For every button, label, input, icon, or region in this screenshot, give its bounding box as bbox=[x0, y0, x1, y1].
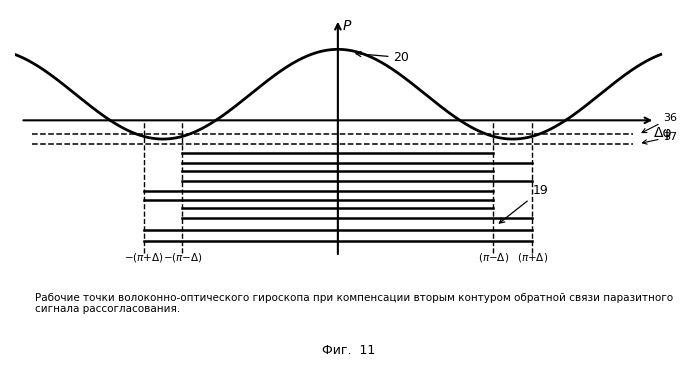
Text: $(\pi{-}\Delta)$: $(\pi{-}\Delta)$ bbox=[477, 251, 509, 263]
Text: 36: 36 bbox=[642, 113, 678, 132]
Text: 37: 37 bbox=[642, 132, 678, 144]
Text: $-(\pi{+}\Delta)$: $-(\pi{+}\Delta)$ bbox=[124, 251, 163, 263]
Text: $-(\pi{-}\Delta)$: $-(\pi{-}\Delta)$ bbox=[163, 251, 202, 263]
Text: P: P bbox=[342, 19, 350, 33]
Text: Δφ: Δφ bbox=[654, 126, 673, 140]
Text: Фиг.  11: Фиг. 11 bbox=[322, 344, 376, 357]
Text: 20: 20 bbox=[356, 51, 410, 64]
Text: 19: 19 bbox=[499, 184, 548, 223]
Text: Рабочие точки волоконно-оптического гироскопа при компенсации вторым контуром об: Рабочие точки волоконно-оптического гиро… bbox=[35, 293, 673, 314]
Text: $(\pi{+}\Delta)$: $(\pi{+}\Delta)$ bbox=[517, 251, 548, 263]
